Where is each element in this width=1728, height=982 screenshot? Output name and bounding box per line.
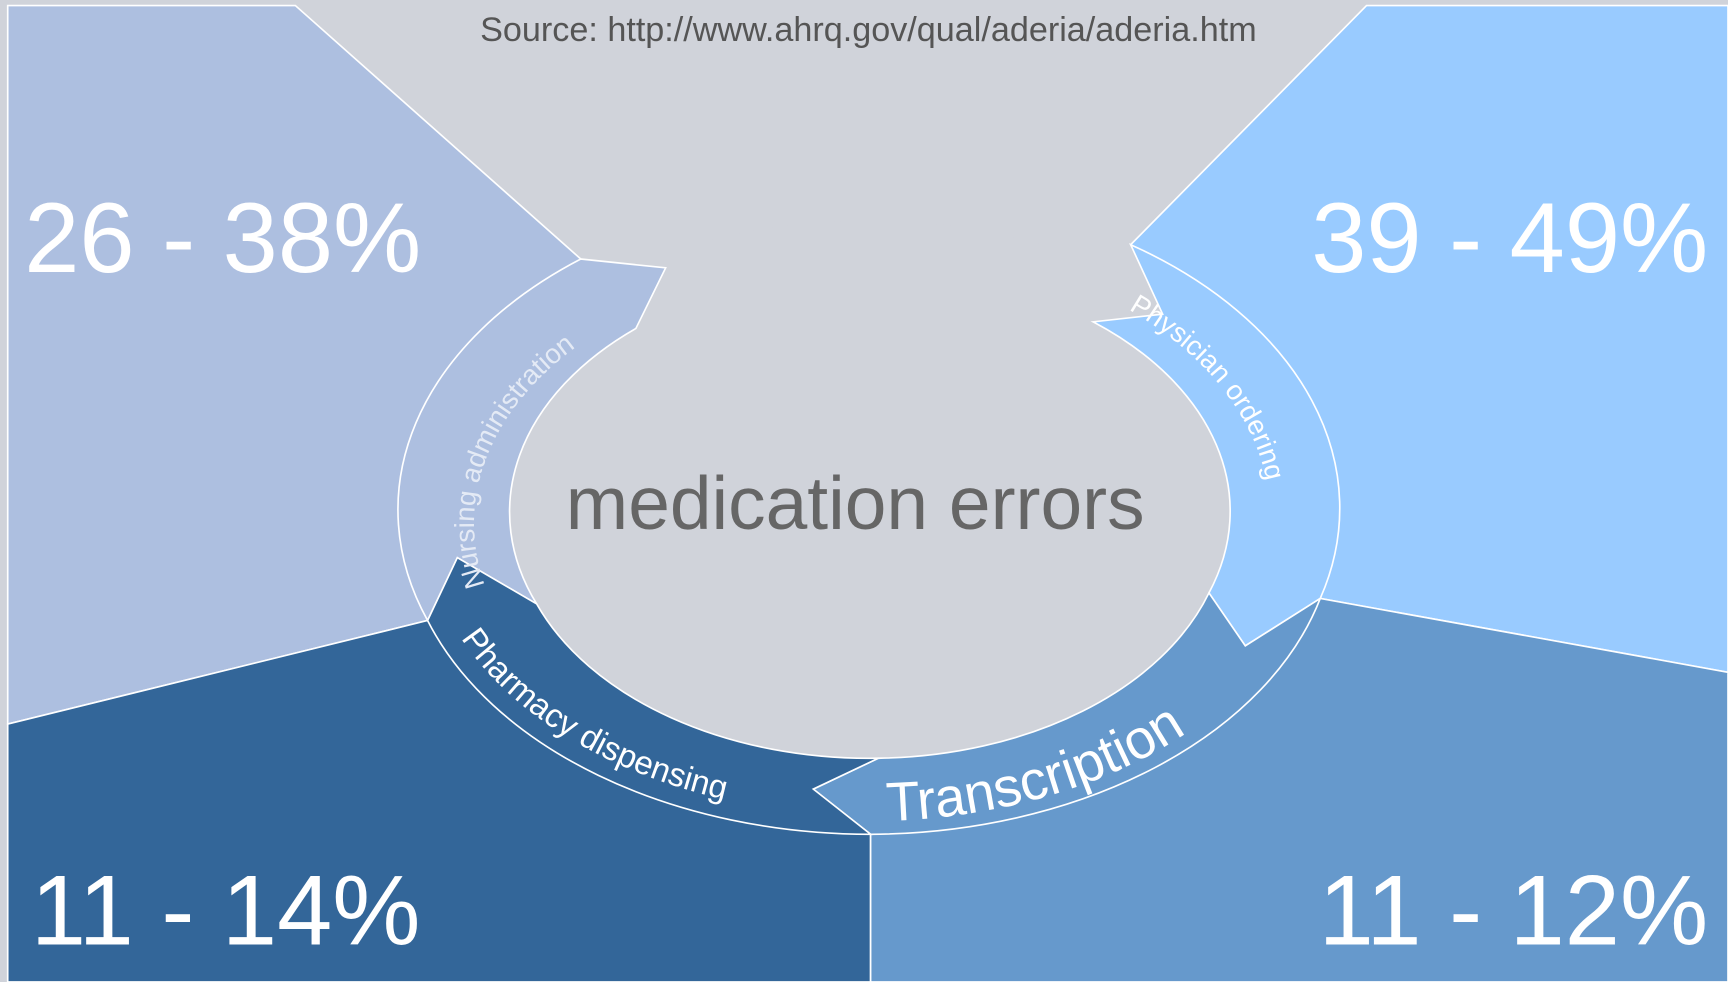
stage-share: 11 - 12% [1319,855,1709,966]
center-label: medication errors [566,461,1145,545]
source: Source: http://www.ahrq.gov/qual/aderia/… [480,11,1257,49]
stage-share: 39 - 49% [1311,183,1708,294]
nursing-arrow [397,258,667,623]
stage-share: 26 - 38% [24,183,421,294]
center-ellipse [427,220,1310,816]
stage-share: 11 - 14% [31,855,421,966]
pharmacy-arrow [426,556,879,836]
